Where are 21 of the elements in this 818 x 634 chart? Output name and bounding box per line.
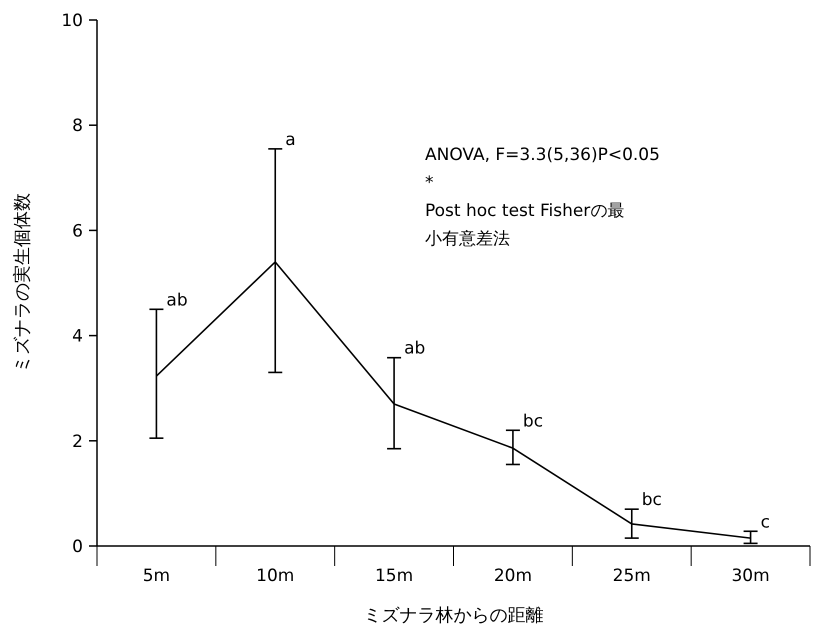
- y-tick-label: 10: [61, 10, 83, 31]
- x-tick-label: 15m: [374, 566, 414, 586]
- y-axis-title: ミズナラの実生個体数: [12, 193, 33, 373]
- x-tick-label: 5m: [142, 566, 170, 586]
- y-tick-label: 2: [72, 432, 83, 452]
- y-tick-label: 4: [72, 326, 83, 347]
- x-tick-label: 30m: [731, 566, 770, 586]
- y-tick-label: 0: [72, 536, 83, 557]
- x-tick-label: 20m: [494, 566, 532, 586]
- y-tick-label: 8: [72, 116, 83, 136]
- annotation: ab: [404, 338, 426, 359]
- x-axis-title: ミズナラ林からの距離: [364, 605, 544, 626]
- annotation: a: [285, 130, 296, 150]
- y-tick-label: 6: [72, 221, 83, 242]
- annotation: bc: [642, 490, 662, 510]
- x-tick-label: 25m: [612, 566, 651, 586]
- annotation: c: [760, 512, 770, 532]
- x-tick-label: 10m: [256, 566, 294, 586]
- annotation: ab: [166, 290, 188, 310]
- annotation: ANOVA, F=3.3(5,36)P<0.05* Post hoc test Fisherの最小有意差法: [425, 145, 660, 249]
- annotation: bc: [522, 411, 544, 432]
